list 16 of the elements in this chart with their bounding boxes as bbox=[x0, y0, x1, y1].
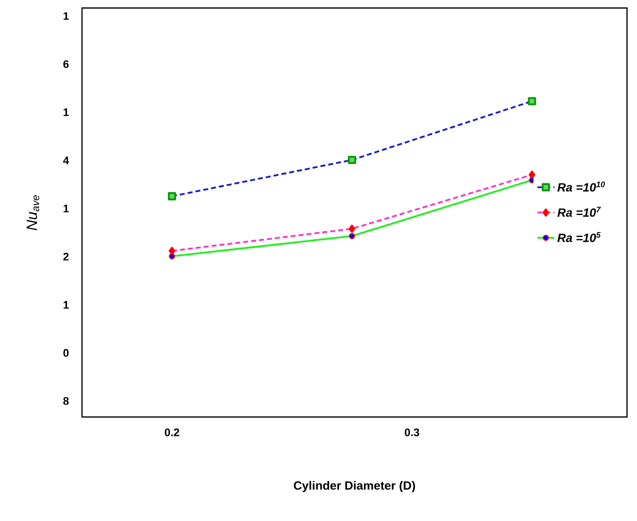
x-tick-label: 0.3 bbox=[404, 428, 420, 436]
text: 8 bbox=[63, 397, 69, 405]
legend-label: Ra =10$^{7}$ bbox=[557, 206, 601, 217]
text: 4 bbox=[63, 156, 69, 164]
y-axis-title: Nu$_{ave}$ bbox=[26, 195, 40, 230]
text: 1 bbox=[64, 108, 69, 116]
legend-label: Ra =10$^{10}$ bbox=[557, 182, 605, 192]
text: 0 bbox=[63, 349, 69, 357]
x-tick-label: 0.2 bbox=[164, 428, 180, 436]
legend-label: Ra =10$^{5}$ bbox=[557, 232, 601, 242]
text: 1 bbox=[64, 301, 69, 309]
text: 2 bbox=[63, 252, 69, 260]
x-axis-title: Cylinder Diameter (D) bbox=[294, 480, 416, 492]
text: 1 bbox=[64, 204, 69, 212]
text: 1 bbox=[64, 12, 69, 20]
text: 6 bbox=[63, 60, 69, 68]
